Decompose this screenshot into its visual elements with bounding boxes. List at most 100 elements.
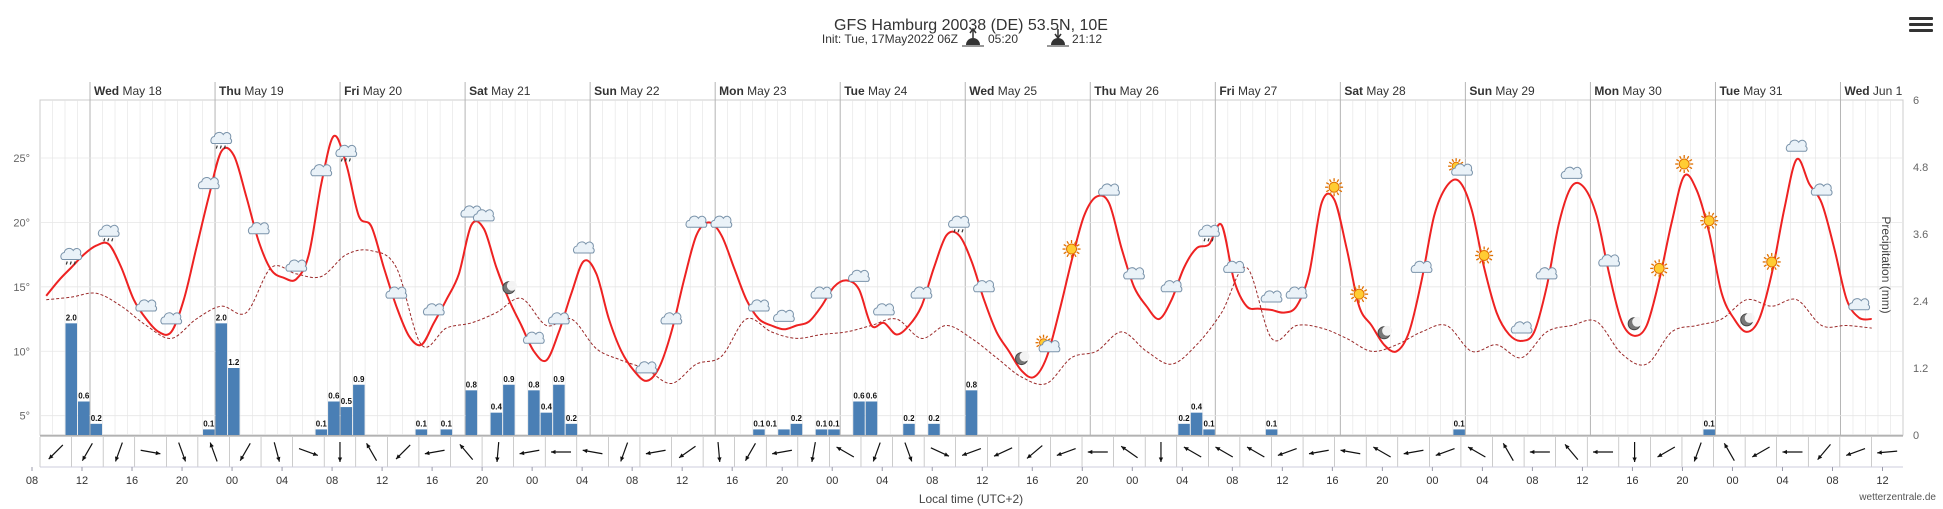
precip-label: 0.2 xyxy=(928,414,940,423)
wind-arrow-icon xyxy=(904,442,913,462)
cloud-icon xyxy=(1410,260,1433,273)
y-right-tick: 3.6 xyxy=(1913,229,1928,241)
hour-tick-label: 00 xyxy=(1126,475,1138,487)
day-label: Fri May 20 xyxy=(344,84,402,98)
hour-tick-label: 12 xyxy=(1876,475,1888,487)
wind-arrow-icon xyxy=(48,444,64,460)
init-label: Init: Tue, 17May2022 06Z xyxy=(822,32,958,46)
cloud-icon xyxy=(748,299,770,312)
wind-arrow-icon xyxy=(930,447,950,457)
wind-arrow-icon xyxy=(1158,442,1164,462)
wind-arrow-icon xyxy=(495,441,500,463)
y-left-tick: 25° xyxy=(13,153,30,165)
precip-label: 0.4 xyxy=(541,403,553,412)
moon-icon xyxy=(1015,351,1030,366)
weather-icons xyxy=(60,131,1871,374)
wind-arrow-icon xyxy=(1277,448,1297,456)
precip-label: 2.0 xyxy=(66,313,78,322)
cloud-icon xyxy=(1598,254,1620,267)
precipitation-labels: 2.00.60.20.12.01.20.10.60.50.90.1 0.10.80… xyxy=(66,313,1716,428)
y-left-tick: 10° xyxy=(13,346,30,358)
day-label: Sun May 29 xyxy=(1469,84,1535,98)
sun-icon xyxy=(1062,240,1081,259)
wind-arrow-icon xyxy=(810,442,816,462)
dewpoint-series xyxy=(46,249,1872,385)
cloud-icon xyxy=(385,286,408,299)
y-right-tick: 4.8 xyxy=(1913,162,1928,174)
wind-arrow-icon xyxy=(582,448,603,455)
precip-bar xyxy=(203,429,215,435)
precip-label: 0.5 xyxy=(341,397,353,406)
cloud-icon xyxy=(285,259,308,272)
wind-arrow-icon xyxy=(1056,448,1076,456)
cloud-icon xyxy=(710,215,733,228)
precip-bar xyxy=(415,429,428,435)
precip-bar xyxy=(353,384,365,435)
day-label: Wed May 18 xyxy=(94,84,162,98)
wind-arrow-icon xyxy=(424,449,445,456)
day-label: Tue May 31 xyxy=(1719,84,1782,98)
chart-title: GFS Hamburg 20038 (DE) 53.5N, 10E xyxy=(834,17,1108,34)
wind-arrow-icon xyxy=(81,443,93,461)
wind-arrow-icon xyxy=(1246,446,1265,458)
hour-tick-label: 00 xyxy=(1726,475,1738,487)
precip-bar xyxy=(215,323,228,435)
precip-label: 0.1 xyxy=(416,419,428,428)
hour-tick-label: 08 xyxy=(1826,475,1838,487)
precip-label: 1.2 xyxy=(228,358,240,367)
wind-arrow-icon xyxy=(459,443,474,461)
wind-arrow-icon xyxy=(1751,446,1770,458)
menu-icon[interactable] xyxy=(1909,14,1933,38)
sun-icon xyxy=(1475,246,1494,265)
y-left-tick: 15° xyxy=(13,282,30,294)
wind-arrow-icon xyxy=(1467,446,1486,458)
wind-arrow-icon xyxy=(551,449,572,455)
precip-label: 0.6 xyxy=(78,392,90,401)
hour-tick-label: 04 xyxy=(1176,475,1188,487)
hour-tick-label: 16 xyxy=(1026,475,1038,487)
y-right-title: Precipitation (mm) xyxy=(1879,216,1893,313)
cloud-icon xyxy=(1160,280,1183,293)
sun-cloud-icon xyxy=(1448,158,1473,176)
hour-tick-label: 04 xyxy=(1476,475,1488,487)
moon-icon xyxy=(1377,325,1393,340)
wind-arrow-icon xyxy=(1215,446,1234,458)
precip-bar xyxy=(1190,412,1203,435)
wind-arrow-icon xyxy=(993,447,1013,457)
cloud-icon xyxy=(1123,267,1145,280)
temperature-line xyxy=(45,134,1872,382)
wind-arrow-icon xyxy=(273,442,281,462)
wind-arrow-icon xyxy=(298,448,319,456)
sunset-time: 21:12 xyxy=(1072,32,1102,46)
hour-tick-label: 12 xyxy=(76,475,88,487)
wind-arrow-icon xyxy=(366,443,378,461)
precip-label: 0.6 xyxy=(866,392,878,401)
cloud-icon xyxy=(773,309,795,322)
hour-tick-label: 08 xyxy=(326,475,338,487)
precip-label: 0.2 xyxy=(791,414,803,423)
wind-arrow-icon xyxy=(1564,443,1579,461)
precip-bar xyxy=(815,429,828,435)
hour-tick-label: 16 xyxy=(726,475,738,487)
precip-bar xyxy=(565,423,578,435)
precip-label: 0.1 xyxy=(828,419,840,428)
day-label: Mon May 30 xyxy=(1594,84,1662,98)
precip-bar xyxy=(865,401,878,435)
y-right-tick: 1.2 xyxy=(1913,363,1928,375)
moon-icon xyxy=(502,280,517,295)
precip-label: 0.1 xyxy=(753,419,765,428)
precip-bar xyxy=(90,423,103,435)
precip-bar xyxy=(1703,429,1715,435)
precip-label: 0.1 xyxy=(441,419,453,428)
precip-bar xyxy=(903,423,915,435)
precip-label: 2.0 xyxy=(216,313,228,322)
precip-label: 0.1 xyxy=(766,419,778,428)
cloud-icon xyxy=(1785,139,1808,152)
cloud-icon xyxy=(1848,298,1871,311)
wind-arrow-icon xyxy=(1817,443,1831,461)
credit-text: wetterzentrale.de xyxy=(1858,492,1936,503)
precip-bar xyxy=(790,423,803,435)
y-right-tick: 2.4 xyxy=(1913,296,1928,308)
hour-tick-label: 16 xyxy=(126,475,138,487)
rain-icon xyxy=(97,224,120,242)
